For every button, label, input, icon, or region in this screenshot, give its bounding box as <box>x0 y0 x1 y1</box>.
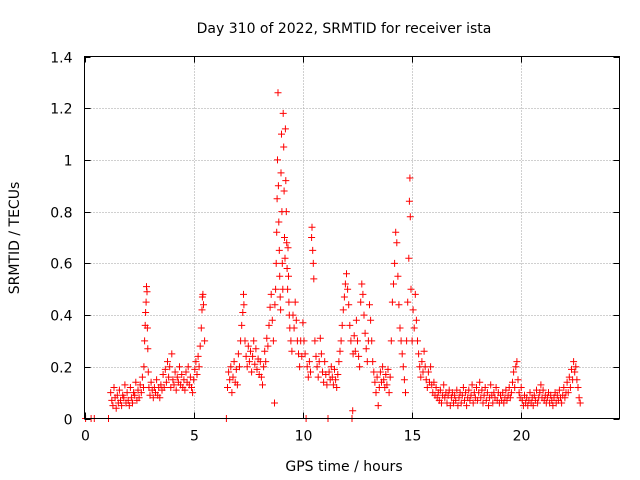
x-tick-label: 15 <box>404 429 422 445</box>
y-tick-label: 1.4 <box>50 51 72 67</box>
y-tick-label: 0 <box>64 413 73 429</box>
y-axis-title: SRMTID / TECUs <box>7 182 23 295</box>
x-tick-label: 5 <box>190 429 199 445</box>
plot-frame <box>84 56 620 419</box>
y-tick-label: 0.4 <box>50 309 72 325</box>
y-tick-label: 1 <box>64 154 73 170</box>
chart-title: Day 310 of 2022, SRMTID for receiver ist… <box>197 21 492 37</box>
x-axis-title: GPS time / hours <box>285 459 402 475</box>
grid <box>84 56 620 419</box>
data-series <box>82 89 584 422</box>
x-tick-label: 20 <box>513 429 531 445</box>
y-tick-label: 0.8 <box>50 206 72 222</box>
x-tick-label: 0 <box>81 429 90 445</box>
data-point-markers <box>82 89 584 422</box>
axis-ticks: 0 5 10 15 20 0 0.2 0.4 0.6 0.8 1 1.2 1.4 <box>50 51 620 445</box>
y-tick-label: 1.2 <box>50 102 72 118</box>
y-tick-label: 0.6 <box>50 257 72 273</box>
x-tick-label: 10 <box>295 429 313 445</box>
y-tick-label: 0.2 <box>50 361 72 377</box>
